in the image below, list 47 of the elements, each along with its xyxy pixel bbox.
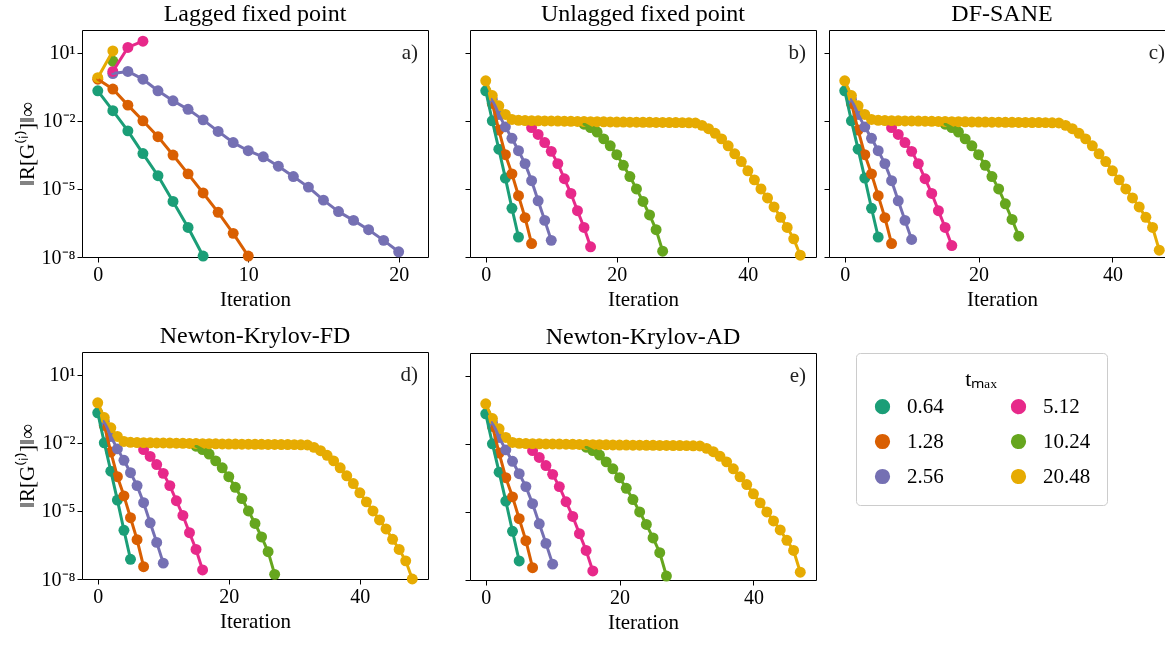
x-tick-label: 20 [969, 262, 990, 285]
legend-label: 1.28 [907, 428, 944, 453]
annotation: b) [788, 40, 806, 64]
legend-label: 0.64 [907, 393, 945, 418]
legend-label: 2.56 [907, 463, 944, 488]
chart-title: Newton-Krylov-FD [159, 322, 351, 348]
legend-label: 20.48 [1043, 463, 1091, 488]
chart-title: DF-SANE [951, 0, 1053, 26]
chart-title: Newton-Krylov-AD [545, 322, 741, 349]
x-axis-title: Iteration [966, 286, 1039, 311]
chart-title: Unlagged fixed point [541, 0, 746, 26]
y-tick-label: 10⁻⁵ [41, 499, 76, 522]
x-tick-label: 0 [481, 585, 492, 608]
y-tick-label: 10⁻⁸ [41, 567, 76, 590]
x-tick-label: 40 [743, 585, 764, 608]
x-tick-label: 20 [219, 584, 240, 607]
x-axis-title: Iteration [607, 609, 680, 634]
legend-title: tₘₐₓ [965, 366, 998, 391]
x-tick-label: 0 [481, 262, 492, 285]
y-tick-label: 10⁻² [42, 431, 76, 454]
annotation: d) [400, 362, 418, 386]
x-tick-label: 20 [607, 262, 628, 285]
x-tick-label: 40 [1102, 262, 1123, 285]
x-tick-label: 20 [389, 262, 410, 285]
x-axis-title: Iteration [219, 286, 292, 311]
y-axis-title: ‖R[G⁽ⁱ⁾]‖∞ [13, 424, 39, 508]
x-tick-label: 10 [238, 262, 259, 285]
x-tick-label: 20 [610, 585, 631, 608]
x-tick-label: 0 [840, 262, 851, 285]
annotation: e) [789, 363, 806, 387]
y-axis-title: ‖R[G⁽ⁱ⁾]‖∞ [13, 102, 39, 186]
y-tick-label: 10¹ [49, 363, 76, 386]
y-tick-label: 10⁻⁸ [41, 245, 76, 268]
x-axis-title: Iteration [219, 608, 292, 633]
y-tick-label: 10⁻² [42, 109, 76, 132]
chart-title: Lagged fixed point [163, 0, 347, 26]
y-tick-label: 10¹ [49, 41, 76, 64]
legend-label: 10.24 [1043, 428, 1091, 453]
annotation: c) [1148, 40, 1165, 64]
x-axis-title: Iteration [607, 286, 680, 311]
x-tick-label: 0 [93, 584, 104, 607]
x-tick-label: 0 [93, 262, 104, 285]
x-tick-label: 40 [738, 262, 759, 285]
annotation: a) [401, 40, 418, 64]
x-tick-label: 40 [350, 584, 371, 607]
y-tick-label: 10⁻⁵ [41, 177, 76, 200]
legend-label: 5.12 [1043, 393, 1080, 418]
